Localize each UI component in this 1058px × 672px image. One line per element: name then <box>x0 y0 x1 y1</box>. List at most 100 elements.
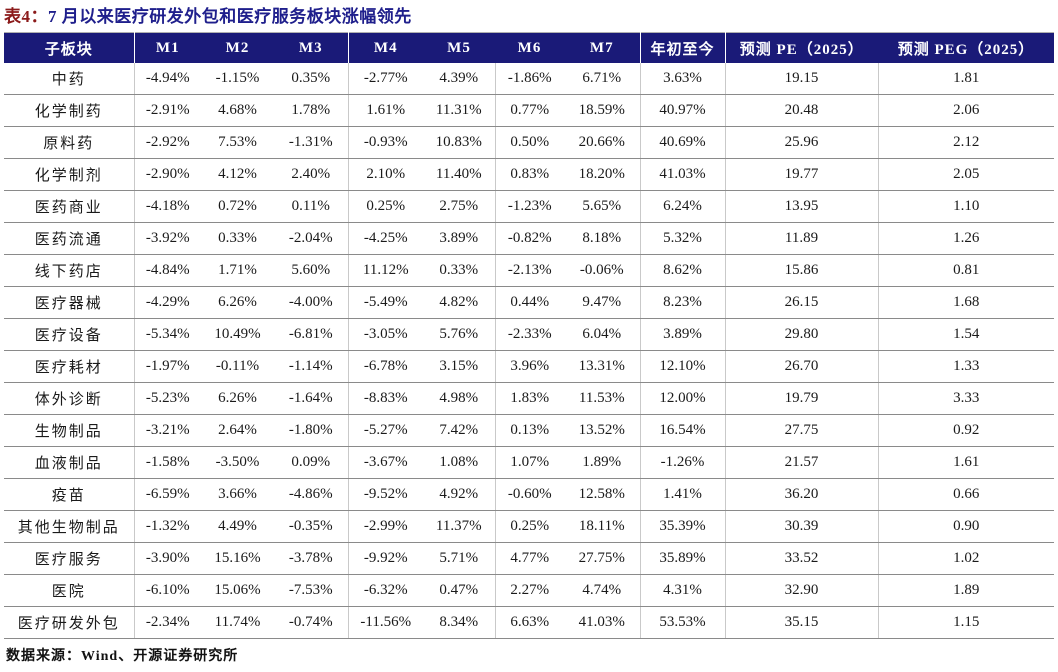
value-cell: 4.39% <box>423 63 495 95</box>
value-cell: 1.89% <box>564 446 640 479</box>
value-cell: 30.39 <box>724 510 878 543</box>
value-cell: -1.15% <box>201 63 274 95</box>
table-row: 线下药店 -4.84% 1.71% 5.60% 11.12% 0.33% -2.13% -0.… <box>4 254 1054 287</box>
value-cell: -1.58% <box>133 446 201 479</box>
value-cell: 20.48 <box>724 94 878 127</box>
value-cell: -1.64% <box>274 382 348 415</box>
table-body: 中药 -4.94% -1.15% 0.35% -2.77% 4.39% -1.86% 6.71… <box>4 63 1054 639</box>
sector-performance-table: 子板块 M1 M2 M3 M4 M5 M6 M7 年初至今 预测 PE（2025… <box>4 32 1054 639</box>
table-row: 医疗研发外包 -2.34% 11.74% -0.74% -11.56% 8.34% 6.63… <box>4 606 1054 639</box>
value-cell: -2.90% <box>133 158 201 191</box>
value-cell: 0.25% <box>347 190 423 223</box>
value-cell: 27.75% <box>564 542 640 575</box>
value-cell: 4.92% <box>423 478 495 511</box>
value-cell: 41.03% <box>564 606 640 639</box>
value-cell: 8.34% <box>423 606 495 639</box>
value-cell: 10.83% <box>423 126 495 159</box>
value-cell: 10.49% <box>201 318 274 351</box>
table-header-row: 子板块 M1 M2 M3 M4 M5 M6 M7 年初至今 预测 PE（2025… <box>4 32 1054 63</box>
column-header-m5: M5 <box>423 32 495 63</box>
value-cell: 3.63% <box>639 63 725 95</box>
value-cell: 0.50% <box>494 126 564 159</box>
value-cell: -5.27% <box>347 414 423 447</box>
value-cell: 4.31% <box>639 574 725 607</box>
table-row: 化学制药 -2.91% 4.68% 1.78% 1.61% 11.31% 0.77% 18.5… <box>4 94 1054 127</box>
value-cell: 3.33 <box>877 382 1054 415</box>
value-cell: 0.13% <box>494 414 564 447</box>
value-cell: 2.10% <box>347 158 423 191</box>
row-label-cell: 化学制剂 <box>4 158 134 191</box>
value-cell: 8.23% <box>639 286 725 319</box>
value-cell: 21.57 <box>724 446 878 479</box>
value-cell: 1.83% <box>494 382 564 415</box>
value-cell: 0.77% <box>494 94 564 127</box>
value-cell: 4.74% <box>564 574 640 607</box>
value-cell: -0.06% <box>564 254 640 287</box>
value-cell: 13.52% <box>564 414 640 447</box>
table-row: 血液制品 -1.58% -3.50% 0.09% -3.67% 1.08% 1.07% 1.8… <box>4 446 1054 479</box>
row-label-cell: 生物制品 <box>4 414 134 447</box>
value-cell: 3.96% <box>494 350 564 383</box>
value-cell: -6.32% <box>347 574 423 607</box>
value-cell: -6.10% <box>133 574 201 607</box>
value-cell: 40.69% <box>639 126 725 159</box>
value-cell: 0.11% <box>274 190 348 223</box>
table-row: 医疗服务 -3.90% 15.16% -3.78% -9.92% 5.71% 4.77% 27… <box>4 542 1054 575</box>
value-cell: -4.94% <box>133 63 201 95</box>
value-cell: 5.65% <box>564 190 640 223</box>
value-cell: 1.08% <box>423 446 495 479</box>
value-cell: 1.61 <box>877 446 1054 479</box>
table-row: 医疗耗材 -1.97% -0.11% -1.14% -6.78% 3.15% 3.96% 13… <box>4 350 1054 383</box>
value-cell: 18.20% <box>564 158 640 191</box>
value-cell: 4.98% <box>423 382 495 415</box>
value-cell: 0.33% <box>423 254 495 287</box>
table-row: 医药商业 -4.18% 0.72% 0.11% 0.25% 2.75% -1.23% 5.65… <box>4 190 1054 223</box>
value-cell: 0.90 <box>877 510 1054 543</box>
value-cell: 0.92 <box>877 414 1054 447</box>
column-header-subsector: 子板块 <box>4 32 134 63</box>
value-cell: 6.24% <box>639 190 725 223</box>
value-cell: 40.97% <box>639 94 725 127</box>
value-cell: -3.92% <box>133 222 201 255</box>
value-cell: 4.82% <box>423 286 495 319</box>
row-label-cell: 化学制药 <box>4 94 134 127</box>
value-cell: 20.66% <box>564 126 640 159</box>
row-label-cell: 血液制品 <box>4 446 134 479</box>
value-cell: 2.06 <box>877 94 1054 127</box>
value-cell: 1.26 <box>877 222 1054 255</box>
value-cell: -4.25% <box>347 222 423 255</box>
value-cell: -5.49% <box>347 286 423 319</box>
table-row: 原料药 -2.92% 7.53% -1.31% -0.93% 10.83% 0.50% 20.… <box>4 126 1054 159</box>
value-cell: 15.16% <box>201 542 274 575</box>
value-cell: 1.78% <box>274 94 348 127</box>
value-cell: -1.86% <box>494 63 564 95</box>
row-label-cell: 体外诊断 <box>4 382 134 415</box>
row-label-cell: 中药 <box>4 63 134 95</box>
value-cell: 19.77 <box>724 158 878 191</box>
row-label-cell: 原料药 <box>4 126 134 159</box>
value-cell: -6.78% <box>347 350 423 383</box>
table-header: 子板块 M1 M2 M3 M4 M5 M6 M7 年初至今 预测 PE（2025… <box>4 32 1054 63</box>
column-header-ytd: 年初至今 <box>639 32 725 63</box>
row-label-cell: 医疗服务 <box>4 542 134 575</box>
value-cell: 2.64% <box>201 414 274 447</box>
table-row: 医疗设备 -5.34% 10.49% -6.81% -3.05% 5.76% -2.33% 6… <box>4 318 1054 351</box>
value-cell: 2.27% <box>494 574 564 607</box>
table-row: 医院 -6.10% 15.06% -7.53% -6.32% 0.47% 2.27% 4.74… <box>4 574 1054 607</box>
row-label-cell: 医院 <box>4 574 134 607</box>
column-header-forecast-peg: 预测 PEG（2025） <box>878 32 1054 63</box>
value-cell: 33.52 <box>724 542 878 575</box>
value-cell: 1.02 <box>877 542 1054 575</box>
value-cell: 11.40% <box>423 158 495 191</box>
value-cell: 7.42% <box>423 414 495 447</box>
value-cell: -9.52% <box>347 478 423 511</box>
value-cell: 0.33% <box>201 222 274 255</box>
value-cell: 6.04% <box>564 318 640 351</box>
value-cell: -4.84% <box>133 254 201 287</box>
column-header-m6: M6 <box>495 32 564 63</box>
row-label-cell: 其他生物制品 <box>4 510 134 543</box>
value-cell: 11.74% <box>201 606 274 639</box>
value-cell: -2.92% <box>133 126 201 159</box>
value-cell: 4.12% <box>201 158 274 191</box>
